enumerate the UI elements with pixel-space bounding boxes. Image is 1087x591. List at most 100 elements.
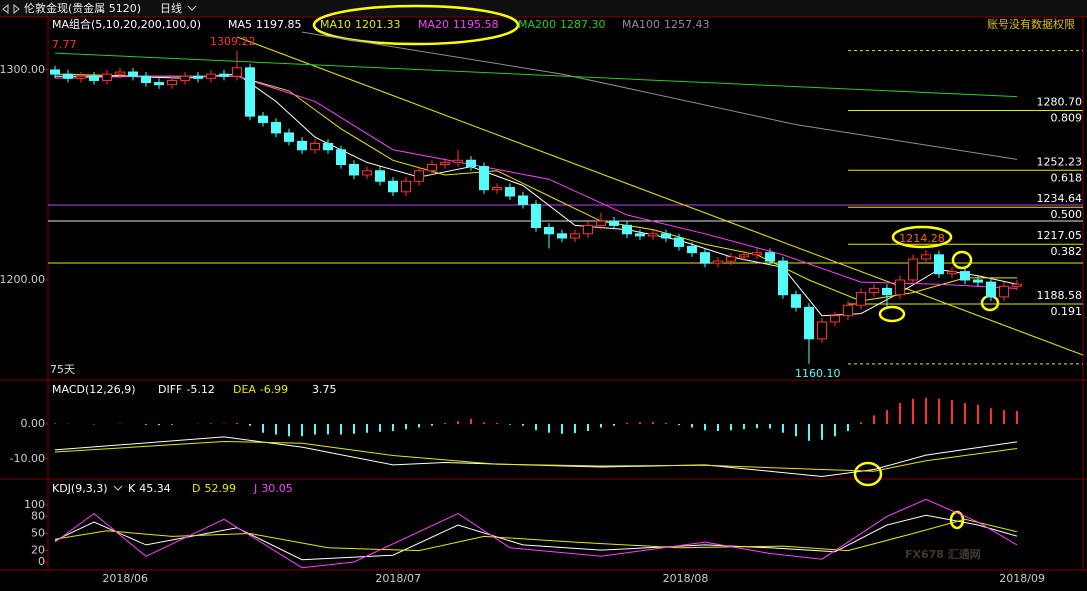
macd-bar <box>430 423 433 426</box>
period-dropdown[interactable] <box>187 5 197 11</box>
candle-body <box>349 163 360 176</box>
fib-price: 1252.23 <box>1037 155 1083 168</box>
candle-body <box>310 142 321 151</box>
macd-bar <box>508 423 511 425</box>
candle-body <box>959 271 970 281</box>
candle-body <box>478 166 489 191</box>
candle-body <box>362 170 373 176</box>
candle-body <box>816 321 827 340</box>
macd-bar <box>898 402 901 424</box>
candle-body <box>985 281 996 298</box>
candle-body <box>400 180 411 193</box>
y-tick-label: 0 <box>38 555 45 568</box>
candle-body <box>660 233 671 239</box>
candle-body <box>426 163 437 172</box>
y-tick-label: 100 <box>24 498 45 511</box>
macd-bar <box>703 423 706 431</box>
macd-bar <box>833 423 836 437</box>
candle-body <box>855 292 866 306</box>
legend-value: 1201.33 <box>355 18 401 31</box>
macd-value: 3.75 <box>312 383 337 396</box>
fib-ratio: 0.382 <box>1051 245 1083 258</box>
candle-body <box>673 237 684 247</box>
legend-name: MA200 <box>518 18 556 31</box>
macd-bar <box>885 409 888 424</box>
legend-name: MA5 <box>228 18 252 31</box>
macd-bar <box>729 423 732 431</box>
macd-bar <box>859 422 862 424</box>
x-tick-label: 2018/09 <box>999 572 1045 585</box>
macd-bar <box>210 423 213 424</box>
candle-body <box>699 252 710 264</box>
candle-body <box>517 195 528 205</box>
y-tick-label: 20 <box>31 544 45 557</box>
legend-entry: MA200 1287.30 <box>518 18 606 31</box>
macd-bar <box>573 423 576 434</box>
ellipse <box>891 225 953 249</box>
candle-body <box>439 161 450 165</box>
macd-bar <box>275 423 278 435</box>
candle-body <box>89 75 100 81</box>
legend-entry: DEA -6.99 <box>233 383 288 396</box>
ellipse <box>951 250 973 270</box>
series-line <box>54 52 1018 98</box>
candle-body <box>582 224 593 235</box>
candle-body <box>595 220 606 226</box>
y-tick-label: 1200.00 <box>0 273 45 286</box>
legend-entry: MA5 1197.85 <box>228 18 302 31</box>
candle-body <box>336 149 347 165</box>
macd-bar <box>716 423 719 431</box>
candle-body <box>76 75 87 79</box>
fib-ratio: 0.500 <box>1051 208 1083 221</box>
candle-body <box>842 304 853 317</box>
macd-bar <box>911 398 914 424</box>
candle-body <box>413 170 424 182</box>
series-line <box>301 31 1018 160</box>
annotation: 1309.22 <box>210 35 256 48</box>
candle-body <box>933 254 944 275</box>
symbol[interactable]: 伦敦金现(贵金属 5120) <box>24 1 141 15</box>
macd-bar <box>54 423 57 424</box>
fib-ratio: 0.191 <box>1051 305 1083 318</box>
ellipse <box>878 305 906 323</box>
trend-line <box>236 36 1083 356</box>
annotation: 1214.28 <box>899 232 945 245</box>
candle-body <box>634 233 645 237</box>
macd-bar <box>379 423 382 432</box>
watermark: FX678 汇通网 <box>905 548 981 561</box>
macd-bar <box>392 423 394 431</box>
macd-bar <box>547 423 550 433</box>
x-tick-label: 2018/06 <box>102 572 148 585</box>
legend-value: 1287.30 <box>560 18 606 31</box>
annotation: 1160.10 <box>795 367 841 380</box>
series-line <box>54 518 1018 552</box>
macd-bar <box>612 423 615 426</box>
candle-body <box>803 306 814 340</box>
candle-body <box>258 115 269 123</box>
macd-bar <box>781 423 784 433</box>
candle-body <box>751 252 762 256</box>
title-dropdown[interactable] <box>113 485 123 491</box>
period[interactable]: 日线 <box>160 1 182 15</box>
candle-body <box>972 279 983 283</box>
macd-bar <box>976 404 979 424</box>
macd-bar <box>353 423 356 434</box>
legend-value: 30.05 <box>261 482 293 495</box>
candle-body <box>790 294 801 308</box>
nav-arrows[interactable] <box>2 3 20 15</box>
macd-bar <box>950 400 953 424</box>
candle-body <box>569 233 580 239</box>
candle-body <box>920 254 931 260</box>
candle-body <box>128 71 139 77</box>
indicator-title: MA组合(5,10,20,200,100,0) <box>52 17 201 31</box>
macd-bar <box>937 398 940 424</box>
fib-ratio: 0.809 <box>1051 111 1083 124</box>
candle-body <box>452 159 463 163</box>
macd-bar <box>768 423 771 429</box>
macd-bar <box>924 397 927 424</box>
candle-body <box>141 75 152 84</box>
x-tick-label: 2018/08 <box>663 572 709 585</box>
indicator-title: MACD(12,26,9) <box>52 383 136 396</box>
candle-body <box>881 287 892 296</box>
